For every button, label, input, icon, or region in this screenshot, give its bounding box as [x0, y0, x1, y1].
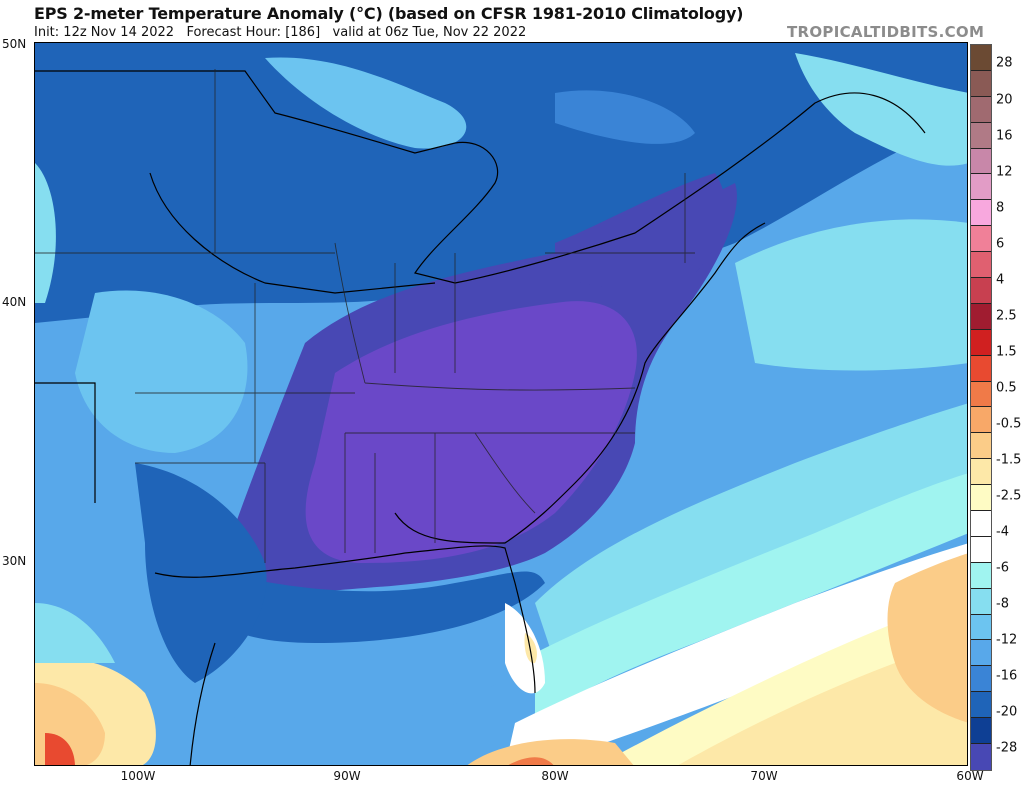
colorbar-bin	[971, 381, 991, 408]
map-plot-area	[34, 42, 968, 766]
colorbar-label: -12	[996, 632, 1018, 648]
colorbar-label: -28	[996, 740, 1018, 756]
colorbar-label: 12	[996, 164, 1013, 180]
colorbar-bin	[971, 278, 991, 304]
colorbar	[970, 44, 992, 771]
colorbar-label: 0.5	[996, 380, 1017, 396]
colorbar-label: -8	[996, 596, 1009, 612]
colorbar-bin	[971, 718, 991, 745]
colorbar-label: -4	[996, 524, 1009, 540]
colorbar-bin	[971, 226, 991, 253]
colorbar-label: 28	[996, 55, 1013, 71]
brand-watermark: TROPICALTIDBITS.COM	[787, 23, 985, 41]
colorbar-label: -20	[996, 704, 1018, 720]
lon-label-70w: 70W	[750, 769, 778, 783]
colorbar-bin	[971, 407, 991, 434]
lon-label-60w: 60W	[956, 769, 984, 783]
lon-label-80w: 80W	[541, 769, 569, 783]
colorbar-bin	[971, 485, 991, 512]
colorbar-label: 4	[996, 272, 1005, 288]
colorbar-label: -6	[996, 560, 1009, 576]
colorbar-label: -1.5	[996, 452, 1022, 468]
lat-label-30n: 30N	[2, 554, 27, 568]
lat-label-50n: 50N	[2, 37, 27, 51]
anomaly-field	[35, 43, 967, 765]
colorbar-bin	[971, 459, 991, 486]
colorbar-bin	[971, 666, 991, 693]
lon-label-90w: 90W	[333, 769, 361, 783]
colorbar-bin	[971, 45, 991, 71]
colorbar-bin	[971, 640, 991, 667]
colorbar-label: -16	[996, 668, 1018, 684]
colorbar-label: 6	[996, 236, 1005, 252]
colorbar-bin	[971, 70, 991, 97]
colorbar-bin	[971, 122, 991, 149]
colorbar-label: 20	[996, 92, 1013, 108]
colorbar-bin	[971, 744, 991, 770]
colorbar-label: 1.5	[996, 344, 1017, 360]
colorbar-bin	[971, 588, 991, 615]
colorbar-bin	[971, 200, 991, 227]
colorbar-label: -0.5	[996, 416, 1022, 432]
colorbar-bin	[971, 511, 991, 537]
colorbar-bin	[971, 614, 991, 641]
colorbar-label: -2.5	[996, 488, 1022, 504]
colorbar-bin	[971, 355, 991, 382]
colorbar-bin	[971, 96, 991, 123]
colorbar-label: 2.5	[996, 308, 1017, 324]
colorbar-bin	[971, 303, 991, 330]
colorbar-bin	[971, 148, 991, 175]
colorbar-label: 16	[996, 128, 1013, 144]
colorbar-bin	[971, 562, 991, 589]
lat-label-40n: 40N	[2, 295, 27, 309]
colorbar-bin	[971, 329, 991, 356]
colorbar-bin	[971, 692, 991, 719]
colorbar-bin	[971, 252, 991, 279]
map-title: EPS 2-meter Temperature Anomaly (°C) (ba…	[34, 4, 744, 23]
colorbar-label: 8	[996, 200, 1005, 216]
colorbar-bin	[971, 174, 991, 201]
lon-label-100w: 100W	[120, 769, 156, 783]
map-subtitle: Init: 12z Nov 14 2022 Forecast Hour: [18…	[34, 25, 527, 40]
colorbar-bin	[971, 536, 991, 563]
colorbar-bin	[971, 433, 991, 460]
